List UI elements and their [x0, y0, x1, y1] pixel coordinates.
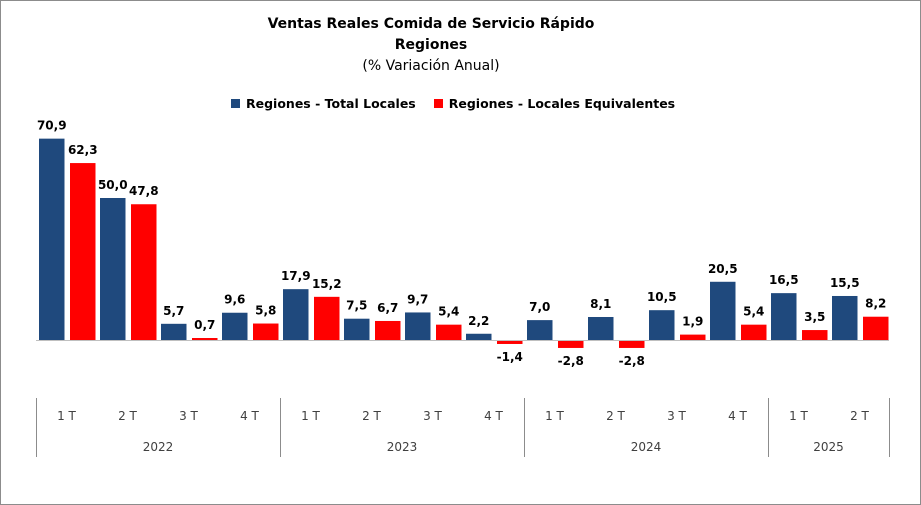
- year-label-2022: 2022: [143, 440, 174, 454]
- bar-total-0: [39, 138, 65, 340]
- data-label-total-7: 2,2: [468, 314, 489, 328]
- data-label-equivalentes-0: 62,3: [68, 143, 98, 157]
- bar-total-4: [283, 289, 309, 340]
- data-label-total-2: 5,7: [163, 304, 184, 318]
- bar-total-5: [344, 318, 370, 340]
- bar-equivalentes-10: [680, 334, 706, 340]
- data-label-total-3: 9,6: [224, 293, 245, 307]
- data-label-equivalentes-12: 3,5: [804, 310, 825, 324]
- quarter-label-10: 3 T: [667, 409, 686, 423]
- chart-titles: Ventas Reales Comida de Servicio Rápido …: [0, 14, 862, 77]
- data-label-total-4: 17,9: [281, 269, 311, 283]
- quarter-label-12: 1 T: [789, 409, 808, 423]
- bar-equivalentes-13: [863, 316, 889, 340]
- quarter-label-7: 4 T: [484, 409, 503, 423]
- data-label-total-9: 8,1: [590, 297, 611, 311]
- year-label-2025: 2025: [813, 440, 844, 454]
- data-label-equivalentes-1: 47,8: [129, 184, 159, 198]
- data-label-total-6: 9,7: [407, 292, 428, 306]
- data-label-total-13: 15,5: [830, 276, 860, 290]
- chart-subtitle: Regiones: [394, 37, 468, 53]
- bar-total-6: [405, 312, 431, 340]
- data-label-equivalentes-8: -2,8: [558, 354, 584, 368]
- bar-total-9: [588, 316, 614, 340]
- chart-title: Ventas Reales Comida de Servicio Rápido: [267, 16, 595, 32]
- bar-total-1: [100, 198, 126, 340]
- data-label-equivalentes-9: -2,8: [619, 354, 645, 368]
- bar-total-12: [771, 293, 797, 340]
- chart-subtitle-units: (% Variación Anual): [362, 58, 500, 74]
- quarter-label-1: 2 T: [118, 409, 137, 423]
- bar-total-11: [710, 281, 736, 340]
- quarter-label-3: 4 T: [240, 409, 259, 423]
- data-label-equivalentes-6: 5,4: [438, 305, 459, 319]
- year-label-2024: 2024: [631, 440, 662, 454]
- legend-swatch-total: [231, 99, 240, 108]
- legend-swatch-equivalentes: [433, 99, 443, 108]
- bar-equivalentes-6: [436, 324, 462, 340]
- bar-total-8: [527, 320, 553, 340]
- data-label-equivalentes-11: 5,4: [743, 305, 764, 319]
- legend-item-total: Regiones - Total Locales: [231, 96, 416, 111]
- bar-total-10: [649, 310, 675, 340]
- quarter-label-2: 3 T: [179, 409, 198, 423]
- bar-total-3: [222, 312, 248, 340]
- data-label-total-8: 7,0: [529, 300, 550, 314]
- bar-total-2: [161, 323, 187, 340]
- chart-legend: Regiones - Total Locales Regiones - Loca…: [231, 96, 675, 111]
- data-label-total-10: 10,5: [647, 290, 677, 304]
- bar-equivalentes-12: [802, 330, 828, 340]
- quarter-label-8: 1 T: [545, 409, 564, 423]
- bar-equivalentes-11: [741, 324, 767, 340]
- data-label-equivalentes-2: 0,7: [194, 318, 215, 332]
- data-label-equivalentes-13: 8,2: [865, 297, 886, 311]
- quarter-label-13: 2 T: [850, 409, 869, 423]
- bar-equivalentes-0: [70, 163, 96, 340]
- bar-equivalentes-4: [314, 296, 340, 340]
- legend-label-equivalentes: Regiones - Locales Equivalentes: [448, 96, 676, 111]
- data-label-total-5: 7,5: [346, 299, 367, 313]
- bar-equivalentes-7: [497, 340, 523, 344]
- data-label-equivalentes-7: -1,4: [497, 350, 523, 364]
- bar-equivalentes-1: [131, 204, 157, 340]
- year-label-2023: 2023: [387, 440, 418, 454]
- quarter-label-6: 3 T: [423, 409, 442, 423]
- bar-equivalentes-8: [558, 340, 584, 348]
- bar-equivalentes-3: [253, 323, 279, 340]
- data-label-total-1: 50,0: [98, 178, 128, 192]
- bar-equivalentes-5: [375, 320, 401, 340]
- data-label-total-0: 70,9: [37, 119, 67, 133]
- legend-item-equivalentes: Regiones - Locales Equivalentes: [433, 96, 676, 111]
- quarter-label-5: 2 T: [362, 409, 381, 423]
- bar-equivalentes-9: [619, 340, 645, 348]
- data-label-equivalentes-3: 5,8: [255, 304, 276, 318]
- data-label-equivalentes-10: 1,9: [682, 315, 703, 329]
- data-label-equivalentes-4: 15,2: [312, 277, 342, 291]
- data-label-equivalentes-5: 6,7: [377, 301, 398, 315]
- bar-equivalentes-2: [192, 338, 218, 340]
- bar-total-13: [832, 295, 858, 340]
- quarter-label-11: 4 T: [728, 409, 747, 423]
- quarter-label-4: 1 T: [301, 409, 320, 423]
- quarter-label-9: 2 T: [606, 409, 625, 423]
- quarter-label-0: 1 T: [57, 409, 76, 423]
- bar-total-7: [466, 333, 492, 340]
- data-label-total-12: 16,5: [769, 273, 799, 287]
- data-label-total-11: 20,5: [708, 262, 738, 276]
- legend-label-total: Regiones - Total Locales: [246, 96, 416, 111]
